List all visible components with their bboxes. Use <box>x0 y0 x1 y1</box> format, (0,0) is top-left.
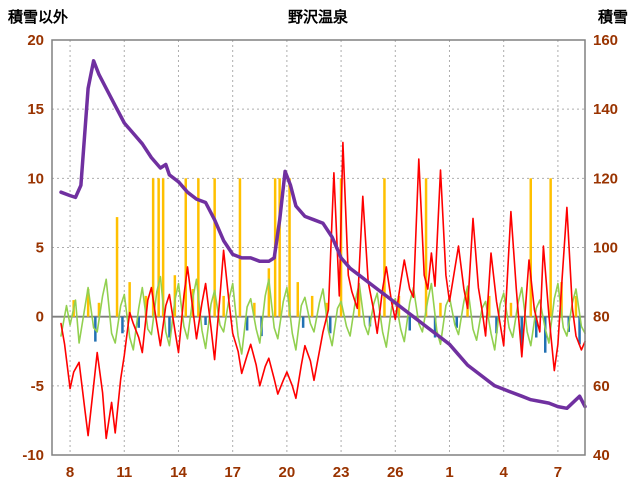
right-axis-tick: 80 <box>593 309 610 326</box>
plot-border <box>51 39 586 456</box>
x-axis-tick: 17 <box>224 464 241 481</box>
right-axis-tick: 100 <box>593 240 618 257</box>
gridlines <box>52 39 585 456</box>
x-axis-tick: 7 <box>554 464 562 481</box>
right-axis-tick: 120 <box>593 170 618 187</box>
x-axis-tick: 26 <box>387 464 404 481</box>
x-axis-tick: 11 <box>116 464 132 481</box>
left-axis-tick: 20 <box>27 32 44 49</box>
x-axis-tick: 8 <box>66 464 74 481</box>
x-axis-tick: 14 <box>170 464 187 481</box>
left-axis-tick: 10 <box>27 170 44 187</box>
x-axis-tick: 1 <box>445 464 453 481</box>
left-axis-tick: 15 <box>27 101 44 118</box>
right-axis-tick: 160 <box>593 32 618 49</box>
series-green-line <box>60 275 586 355</box>
x-axis-tick: 23 <box>333 464 350 481</box>
right-axis-tick: 140 <box>593 101 618 118</box>
left-axis-tick: 5 <box>36 240 44 257</box>
left-axis-tick: -10 <box>22 447 44 464</box>
x-axis-tick: 20 <box>279 464 296 481</box>
series-red-line <box>60 141 586 440</box>
right-axis-tick: 60 <box>593 378 610 395</box>
x-axis-tick: 4 <box>500 464 509 481</box>
right-axis-tick: 40 <box>593 447 610 464</box>
left-axis-tick: 0 <box>36 309 44 326</box>
left-axis-tick: -5 <box>31 378 44 395</box>
series-purple-line <box>59 59 587 411</box>
